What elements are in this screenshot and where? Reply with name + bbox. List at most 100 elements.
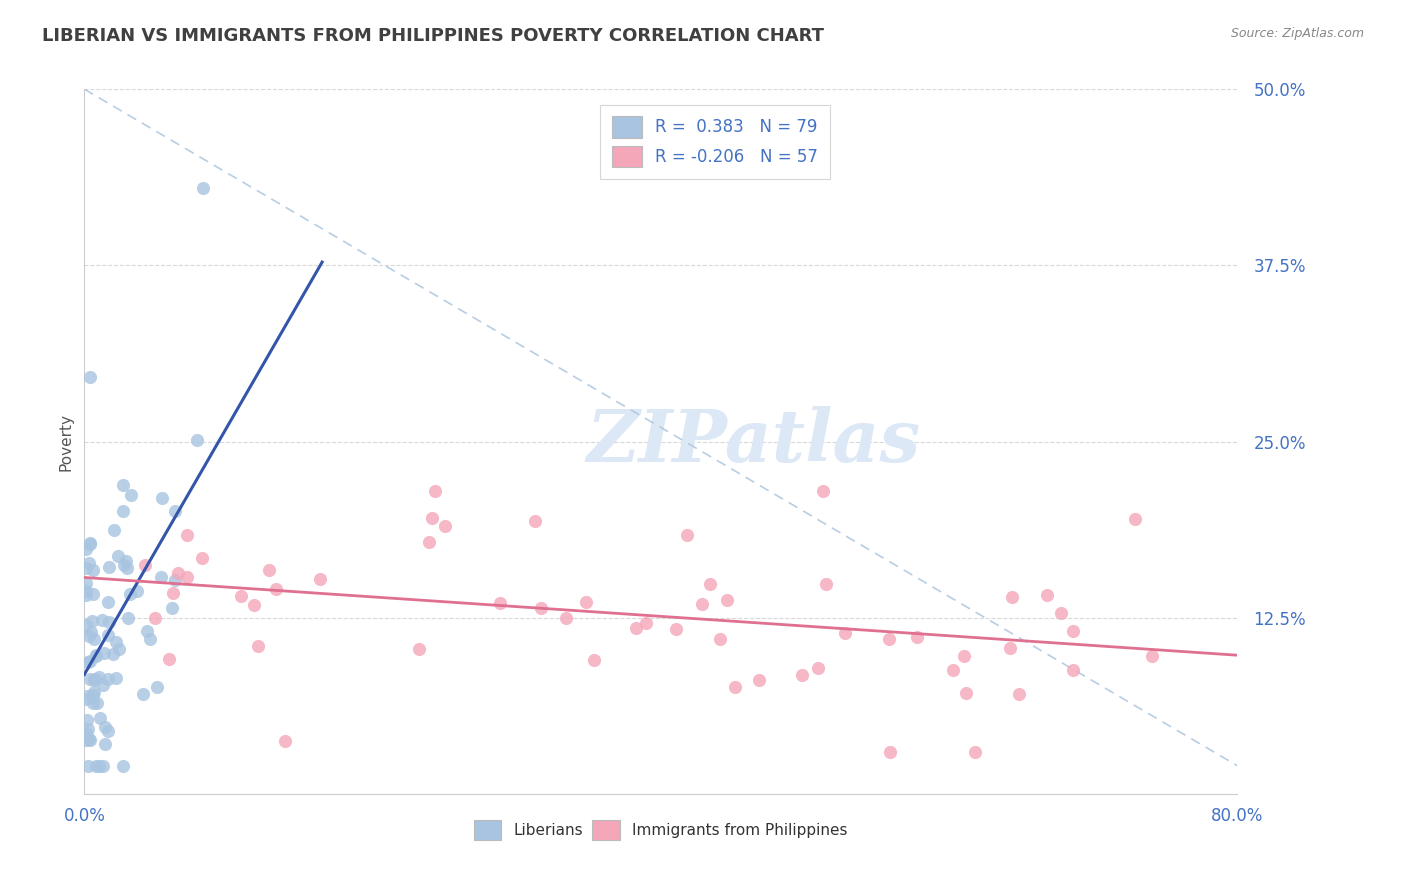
- Y-axis label: Poverty: Poverty: [58, 412, 73, 471]
- Point: [84, 758, 107, 772]
- Point: [952, 648, 974, 663]
- Point: [186, 433, 208, 447]
- Point: [83, 672, 105, 686]
- Point: [146, 680, 169, 694]
- Point: [1062, 624, 1084, 638]
- Point: [167, 566, 190, 580]
- Point: [246, 639, 269, 653]
- Point: [79, 673, 101, 687]
- Point: [963, 745, 986, 759]
- Point: [89, 670, 111, 684]
- Point: [105, 671, 128, 685]
- Point: [575, 595, 598, 609]
- Point: [101, 647, 124, 661]
- Point: [83, 632, 105, 647]
- Point: [420, 510, 443, 524]
- Point: [97, 595, 120, 609]
- Point: [231, 589, 253, 603]
- Point: [75, 584, 97, 599]
- Point: [112, 758, 135, 772]
- Point: [243, 598, 266, 612]
- Point: [125, 583, 148, 598]
- Point: [157, 652, 180, 666]
- Point: [176, 528, 198, 542]
- Point: [134, 558, 156, 573]
- Point: [117, 610, 139, 624]
- Point: [115, 561, 138, 575]
- Point: [163, 573, 186, 587]
- Point: [120, 586, 142, 600]
- Point: [75, 560, 97, 574]
- Point: [76, 714, 98, 728]
- Point: [76, 758, 98, 772]
- Point: [97, 615, 120, 629]
- Point: [162, 586, 184, 600]
- Point: [1062, 663, 1084, 677]
- Point: [1001, 591, 1024, 605]
- Point: [665, 622, 688, 636]
- Text: ZIPatlas: ZIPatlas: [586, 406, 920, 477]
- Point: [150, 570, 173, 584]
- Point: [97, 628, 120, 642]
- Point: [634, 615, 657, 630]
- Point: [120, 488, 142, 502]
- Point: [82, 563, 104, 577]
- Point: [82, 587, 104, 601]
- Point: [1140, 649, 1163, 664]
- Point: [115, 553, 138, 567]
- Point: [1036, 588, 1059, 602]
- Point: [257, 563, 280, 577]
- Point: [93, 758, 115, 772]
- Point: [807, 661, 830, 675]
- Point: [176, 570, 198, 584]
- Point: [191, 550, 214, 565]
- Legend: Liberians, Immigrants from Philippines: Liberians, Immigrants from Philippines: [468, 814, 853, 847]
- Point: [524, 514, 547, 528]
- Point: [75, 588, 97, 602]
- Point: [905, 630, 928, 644]
- Point: [266, 582, 288, 596]
- Point: [77, 556, 100, 570]
- Point: [75, 576, 97, 591]
- Point: [274, 734, 297, 748]
- Point: [103, 523, 125, 537]
- Point: [84, 648, 107, 662]
- Point: [77, 722, 100, 736]
- Point: [433, 519, 456, 533]
- Point: [82, 688, 104, 702]
- Point: [97, 559, 120, 574]
- Point: [93, 646, 115, 660]
- Point: [145, 610, 167, 624]
- Point: [1123, 512, 1146, 526]
- Point: [79, 369, 101, 384]
- Point: [107, 641, 129, 656]
- Point: [112, 558, 135, 573]
- Point: [724, 680, 747, 694]
- Point: [97, 672, 120, 686]
- Point: [675, 528, 697, 542]
- Point: [139, 632, 162, 646]
- Point: [160, 600, 183, 615]
- Point: [93, 738, 115, 752]
- Point: [191, 181, 214, 195]
- Text: Source: ZipAtlas.com: Source: ZipAtlas.com: [1230, 27, 1364, 40]
- Point: [79, 625, 101, 640]
- Point: [811, 483, 834, 498]
- Point: [834, 625, 856, 640]
- Point: [86, 696, 108, 710]
- Point: [709, 632, 731, 647]
- Point: [77, 731, 100, 746]
- Text: LIBERIAN VS IMMIGRANTS FROM PHILIPPINES POVERTY CORRELATION CHART: LIBERIAN VS IMMIGRANTS FROM PHILIPPINES …: [42, 27, 824, 45]
- Point: [91, 614, 114, 628]
- Point: [152, 491, 174, 505]
- Point: [75, 542, 97, 557]
- Point: [877, 632, 900, 647]
- Point: [716, 592, 738, 607]
- Point: [699, 577, 721, 591]
- Point: [132, 687, 155, 701]
- Point: [79, 654, 101, 668]
- Point: [792, 668, 814, 682]
- Point: [418, 535, 440, 549]
- Point: [165, 504, 187, 518]
- Point: [554, 611, 576, 625]
